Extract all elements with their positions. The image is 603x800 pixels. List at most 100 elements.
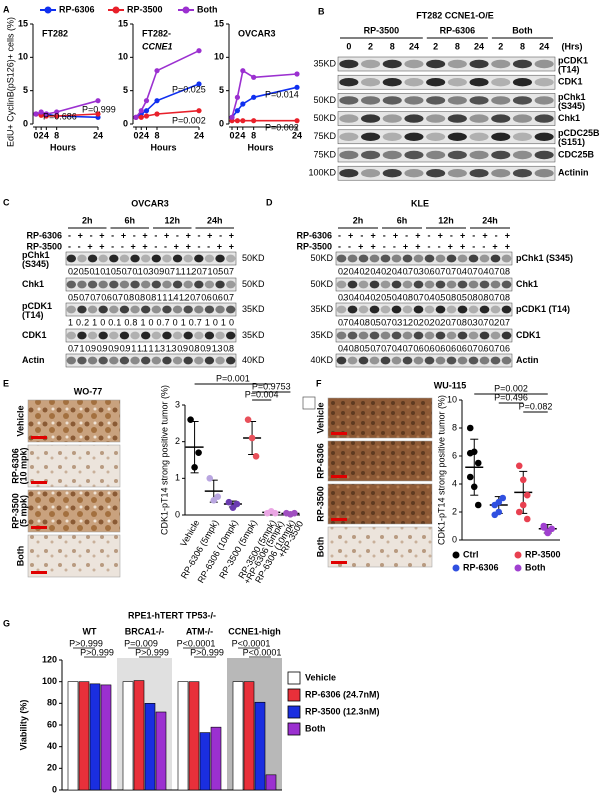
- blot-band: [534, 169, 554, 178]
- row-label: Chk1: [558, 113, 580, 123]
- image-label: Both: [15, 546, 25, 567]
- blot-band: [369, 305, 380, 314]
- row-label: Chk1: [516, 279, 538, 289]
- category-label: ATM-/-: [186, 626, 213, 636]
- bar: [89, 683, 101, 791]
- chart-title: FT282-: [142, 28, 171, 38]
- blot-band: [447, 169, 467, 178]
- time-label: 2h: [353, 215, 364, 225]
- image-label: Vehicle: [15, 405, 25, 436]
- data-point: [519, 501, 527, 509]
- y-tick-label: 1: [175, 473, 180, 483]
- data-point: [187, 416, 194, 423]
- y-tick-label: 100: [42, 676, 57, 686]
- data-point: [252, 453, 260, 460]
- data-point: [495, 498, 503, 506]
- legend-marker: [514, 564, 522, 572]
- blot-band: [87, 280, 98, 289]
- data-point: [234, 118, 241, 124]
- icon: [302, 396, 316, 410]
- blot-band: [391, 254, 402, 263]
- p-value: P=0.999: [82, 104, 116, 114]
- blot-strip: [335, 251, 513, 266]
- blot-band: [162, 254, 172, 263]
- group-label: RP-3500: [364, 25, 400, 35]
- blot-band: [501, 280, 512, 289]
- blot-band: [119, 280, 130, 289]
- blot-band: [435, 331, 446, 340]
- row-label: CDK1: [558, 77, 583, 87]
- data-point: [196, 108, 202, 114]
- size-marker: 40KD: [310, 355, 333, 365]
- blot-band: [468, 280, 479, 289]
- blot-title: FT282 CCNE1-O/E: [416, 10, 494, 20]
- blot-band: [404, 150, 424, 160]
- data-point: [133, 114, 139, 120]
- blot-band: [98, 305, 108, 314]
- blot-band: [361, 96, 381, 105]
- legend-label: Vehicle: [305, 672, 336, 682]
- bar: [155, 711, 167, 791]
- blot-band: [339, 169, 359, 178]
- blot-band: [204, 280, 215, 289]
- unit-label: (Hrs): [561, 41, 582, 51]
- blot-band: [172, 305, 183, 314]
- x-tick-label: 4: [44, 130, 49, 140]
- blot-band: [87, 305, 98, 314]
- size-marker: 50KD: [242, 253, 265, 263]
- image-sublabel: (10 mpk): [18, 447, 28, 484]
- blot-band: [382, 114, 402, 123]
- bar: [243, 681, 255, 791]
- row-label: Chk1: [22, 279, 44, 289]
- data-point: [466, 424, 474, 432]
- blot-band: [447, 59, 467, 69]
- blot-band: [501, 331, 512, 340]
- data-point: [466, 473, 474, 481]
- x-tick-label: 0: [229, 130, 234, 140]
- blot-band: [339, 150, 359, 160]
- y-axis-label: CDK1-pT14 strong positive tumor (%): [159, 385, 169, 535]
- blot-band: [130, 280, 140, 289]
- treatment-label: RP-3500: [296, 241, 332, 251]
- blot-band: [446, 356, 457, 365]
- blot-band: [447, 114, 467, 123]
- lane-label: 2: [433, 41, 438, 51]
- x-tick-label: 8: [54, 130, 59, 140]
- data-point: [154, 68, 160, 74]
- blot-band: [183, 331, 193, 340]
- blot-band: [98, 356, 108, 365]
- blot-band: [457, 280, 468, 289]
- blot-band: [413, 356, 424, 365]
- blot-band: [413, 254, 424, 263]
- p-value: P=0.002: [494, 383, 528, 393]
- blot-band: [426, 114, 446, 123]
- size-marker: 50KD: [310, 279, 333, 289]
- row-label: Actinin: [558, 168, 589, 178]
- bar: [188, 681, 200, 791]
- p-value: P>0.999: [190, 647, 224, 657]
- legend-label: RP-6306 (24.7nM): [305, 689, 380, 699]
- row-label: Actin: [22, 355, 45, 365]
- blot-band: [468, 254, 479, 263]
- y-axis-label: CDK1-pT14 strong positive tumor (%): [436, 395, 446, 545]
- ihc-image: [27, 399, 121, 443]
- data-point: [143, 113, 150, 119]
- blot-band: [361, 169, 381, 178]
- bar: [133, 680, 145, 791]
- data-point: [271, 509, 279, 517]
- treatment-label: RP-6306: [26, 230, 62, 240]
- row-label: pCDK1: [558, 55, 588, 65]
- blot-band: [347, 305, 358, 314]
- blot-band: [402, 356, 413, 365]
- blot-band: [109, 331, 119, 340]
- blot-band: [512, 78, 532, 87]
- blot-band: [404, 169, 424, 178]
- blot-band: [226, 305, 236, 314]
- lane-label: 0: [346, 41, 351, 51]
- blot-band: [534, 96, 554, 105]
- data-point: [138, 114, 144, 120]
- time-label: 24h: [482, 215, 498, 225]
- blot-band: [446, 254, 457, 263]
- data-point: [240, 101, 246, 107]
- blot-band: [534, 78, 554, 87]
